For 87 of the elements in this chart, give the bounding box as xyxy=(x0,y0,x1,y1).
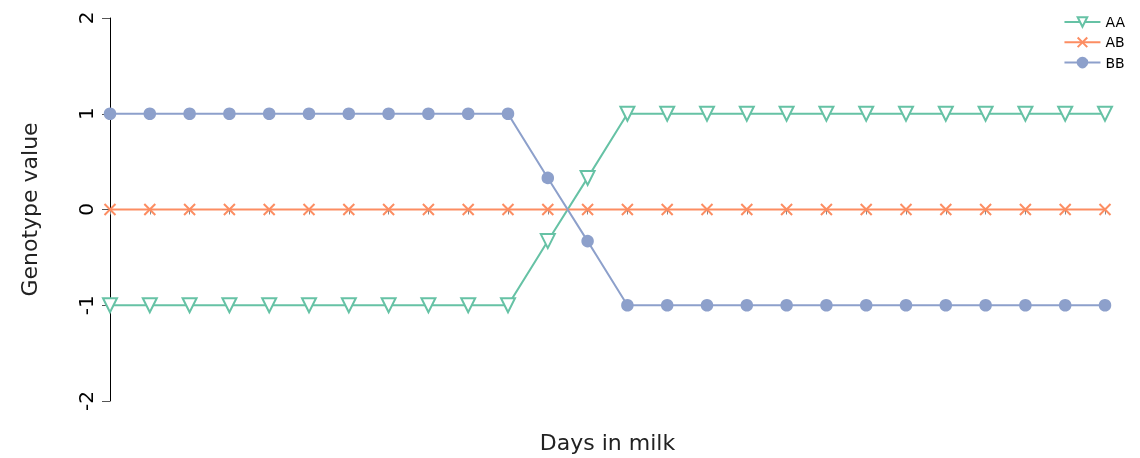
point xyxy=(581,234,594,248)
point xyxy=(420,297,437,314)
point xyxy=(899,203,913,216)
point xyxy=(780,299,793,312)
point xyxy=(421,203,435,216)
point xyxy=(778,105,795,122)
point xyxy=(183,203,197,216)
point xyxy=(859,299,873,312)
point xyxy=(700,299,714,312)
point xyxy=(181,297,198,314)
y-tick-label: 0 xyxy=(74,203,98,216)
point xyxy=(141,297,158,314)
point xyxy=(382,107,395,120)
point xyxy=(342,107,356,120)
point xyxy=(501,203,515,216)
point xyxy=(461,203,475,216)
point xyxy=(262,107,276,120)
point xyxy=(939,203,953,216)
point xyxy=(541,203,555,216)
point xyxy=(1017,105,1034,122)
point xyxy=(261,297,278,314)
point xyxy=(780,203,794,216)
legend-label: AB xyxy=(1105,34,1125,51)
point xyxy=(899,299,913,312)
point xyxy=(382,203,396,216)
point xyxy=(1018,203,1032,216)
point xyxy=(937,105,954,122)
point xyxy=(660,203,674,216)
point xyxy=(1057,105,1074,122)
point xyxy=(500,297,516,314)
point xyxy=(619,105,636,122)
point xyxy=(143,107,157,120)
point xyxy=(301,297,317,314)
y-tick-label: 1 xyxy=(74,107,98,121)
point xyxy=(1019,299,1032,312)
point xyxy=(103,107,117,120)
point xyxy=(979,203,993,216)
point xyxy=(302,203,316,216)
point xyxy=(302,107,316,120)
point xyxy=(579,169,596,186)
y-tick-label: -2 xyxy=(74,391,98,411)
point xyxy=(979,299,992,312)
point xyxy=(859,203,873,216)
point xyxy=(939,299,953,312)
point xyxy=(818,105,835,122)
point xyxy=(819,203,833,216)
point xyxy=(700,203,714,216)
point xyxy=(340,297,357,314)
point xyxy=(222,203,236,216)
point xyxy=(1097,105,1113,122)
point xyxy=(738,105,755,122)
point xyxy=(501,107,515,120)
x-axis-title: Days in milk xyxy=(539,429,676,455)
point xyxy=(143,203,157,216)
point xyxy=(820,299,833,312)
point xyxy=(221,297,238,314)
y-axis-title: Genotype value xyxy=(16,122,42,297)
point xyxy=(858,105,875,122)
point xyxy=(183,107,196,120)
point xyxy=(380,297,397,314)
legend-label: BB xyxy=(1105,54,1125,71)
point xyxy=(342,203,356,216)
point xyxy=(898,105,914,122)
point xyxy=(422,107,435,120)
point xyxy=(1058,203,1072,216)
point xyxy=(103,203,117,216)
point xyxy=(541,171,555,185)
point xyxy=(581,203,595,216)
point xyxy=(977,105,994,122)
point xyxy=(262,203,276,216)
point xyxy=(620,203,634,216)
point xyxy=(461,107,475,120)
y-tick-label: 2 xyxy=(74,11,98,25)
point xyxy=(460,297,477,314)
point xyxy=(1058,299,1072,312)
legend-label: AA xyxy=(1105,14,1126,30)
point xyxy=(740,203,754,216)
point xyxy=(1098,299,1112,312)
y-tick-label: -1 xyxy=(74,295,98,316)
point xyxy=(621,299,634,312)
point xyxy=(699,105,715,122)
point xyxy=(740,299,754,312)
point xyxy=(223,107,236,120)
point xyxy=(659,105,676,122)
point xyxy=(660,299,674,312)
point xyxy=(1098,203,1112,216)
point xyxy=(539,233,556,250)
